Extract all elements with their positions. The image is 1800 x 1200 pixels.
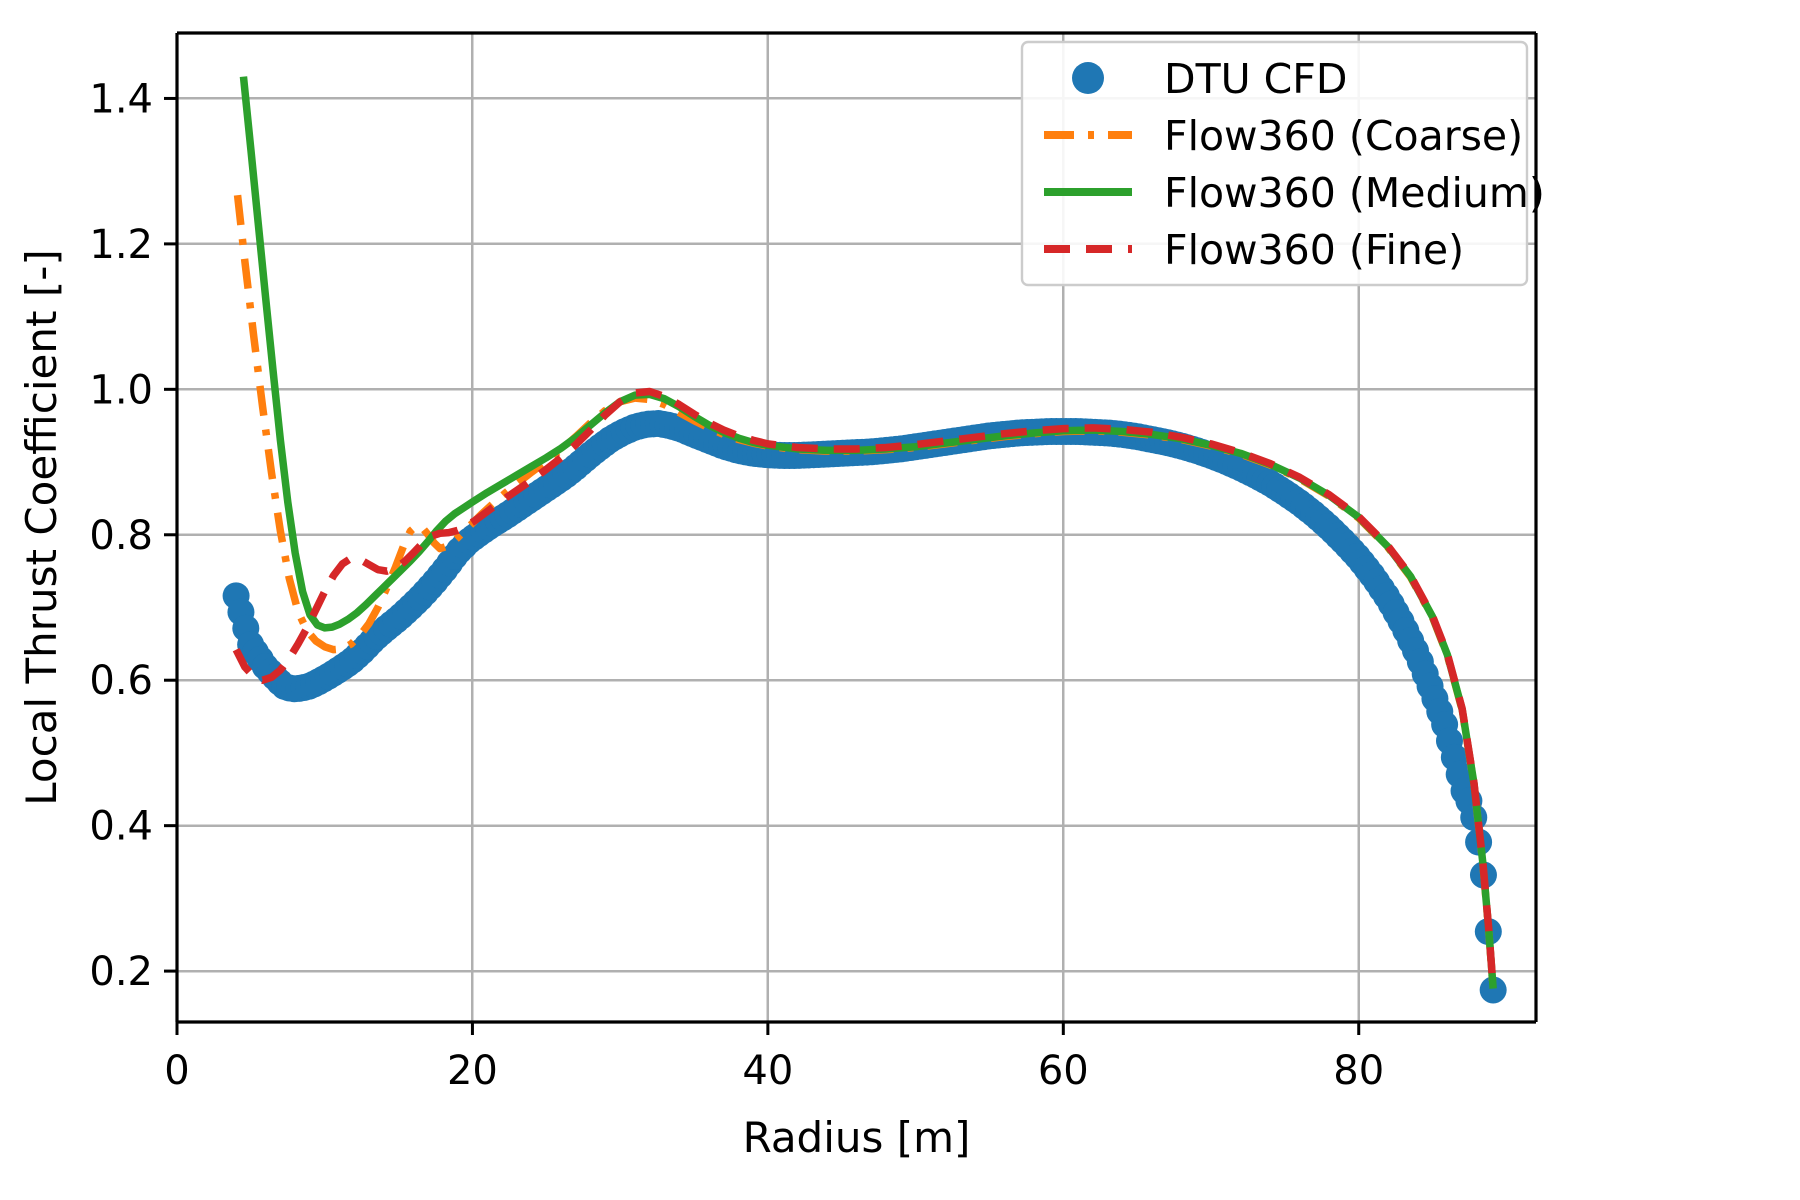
y-tick-label: 0.2 [89,949,153,995]
series-layer [222,76,1507,1004]
axis-titles-layer: Radius [m] Local Thrust Coefficient [-] [17,249,970,1162]
series-line-medium [239,76,1497,989]
data-point-marker [1479,976,1507,1004]
x-tick-label: 40 [742,1048,793,1094]
tick-labels-layer: 0 20 40 60 80 0.2 0.4 0.6 0.8 1.0 1.2 1.4 [89,76,1384,1094]
legend-marker-icon [1072,62,1104,94]
legend-item-2[interactable]: Flow360 (Medium) [1044,169,1545,217]
legend-label: Flow360 (Medium) [1164,169,1545,217]
series-line-fine [232,387,1497,989]
y-tick-label: 1.0 [89,367,153,413]
x-axis-title: Radius [m] [743,1113,971,1162]
legend-label: Flow360 (Fine) [1164,226,1464,274]
x-tick-label: 20 [447,1048,498,1094]
chart-legend[interactable]: DTU CFD Flow360 (Coarse) Flow360 (Medium) F… [1020,40,1545,287]
axis-layer [175,31,1538,1024]
legend-label: Flow360 (Coarse) [1164,112,1523,160]
y-tick-label: 1.2 [89,222,153,268]
legend-item-0[interactable]: DTU CFD [1072,55,1347,103]
legend-item-3[interactable]: Flow360 (Fine) [1044,226,1464,274]
legend-label: DTU CFD [1164,55,1347,103]
legend-background [1020,40,1529,287]
series-medium [239,76,1497,989]
y-tick-label: 0.8 [89,513,153,559]
y-tick-label: 0.6 [89,658,153,704]
x-tick-label: 0 [164,1048,189,1094]
legend-item-1[interactable]: Flow360 (Coarse) [1044,112,1523,160]
series-dtu_cfd [222,410,1507,1004]
series-fine [232,387,1497,989]
y-axis-title: Local Thrust Coefficient [-] [17,249,66,806]
x-tick-label: 60 [1038,1048,1089,1094]
x-tick-label: 80 [1333,1048,1384,1094]
y-tick-label: 1.4 [89,76,153,122]
y-tick-label: 0.4 [89,804,153,850]
